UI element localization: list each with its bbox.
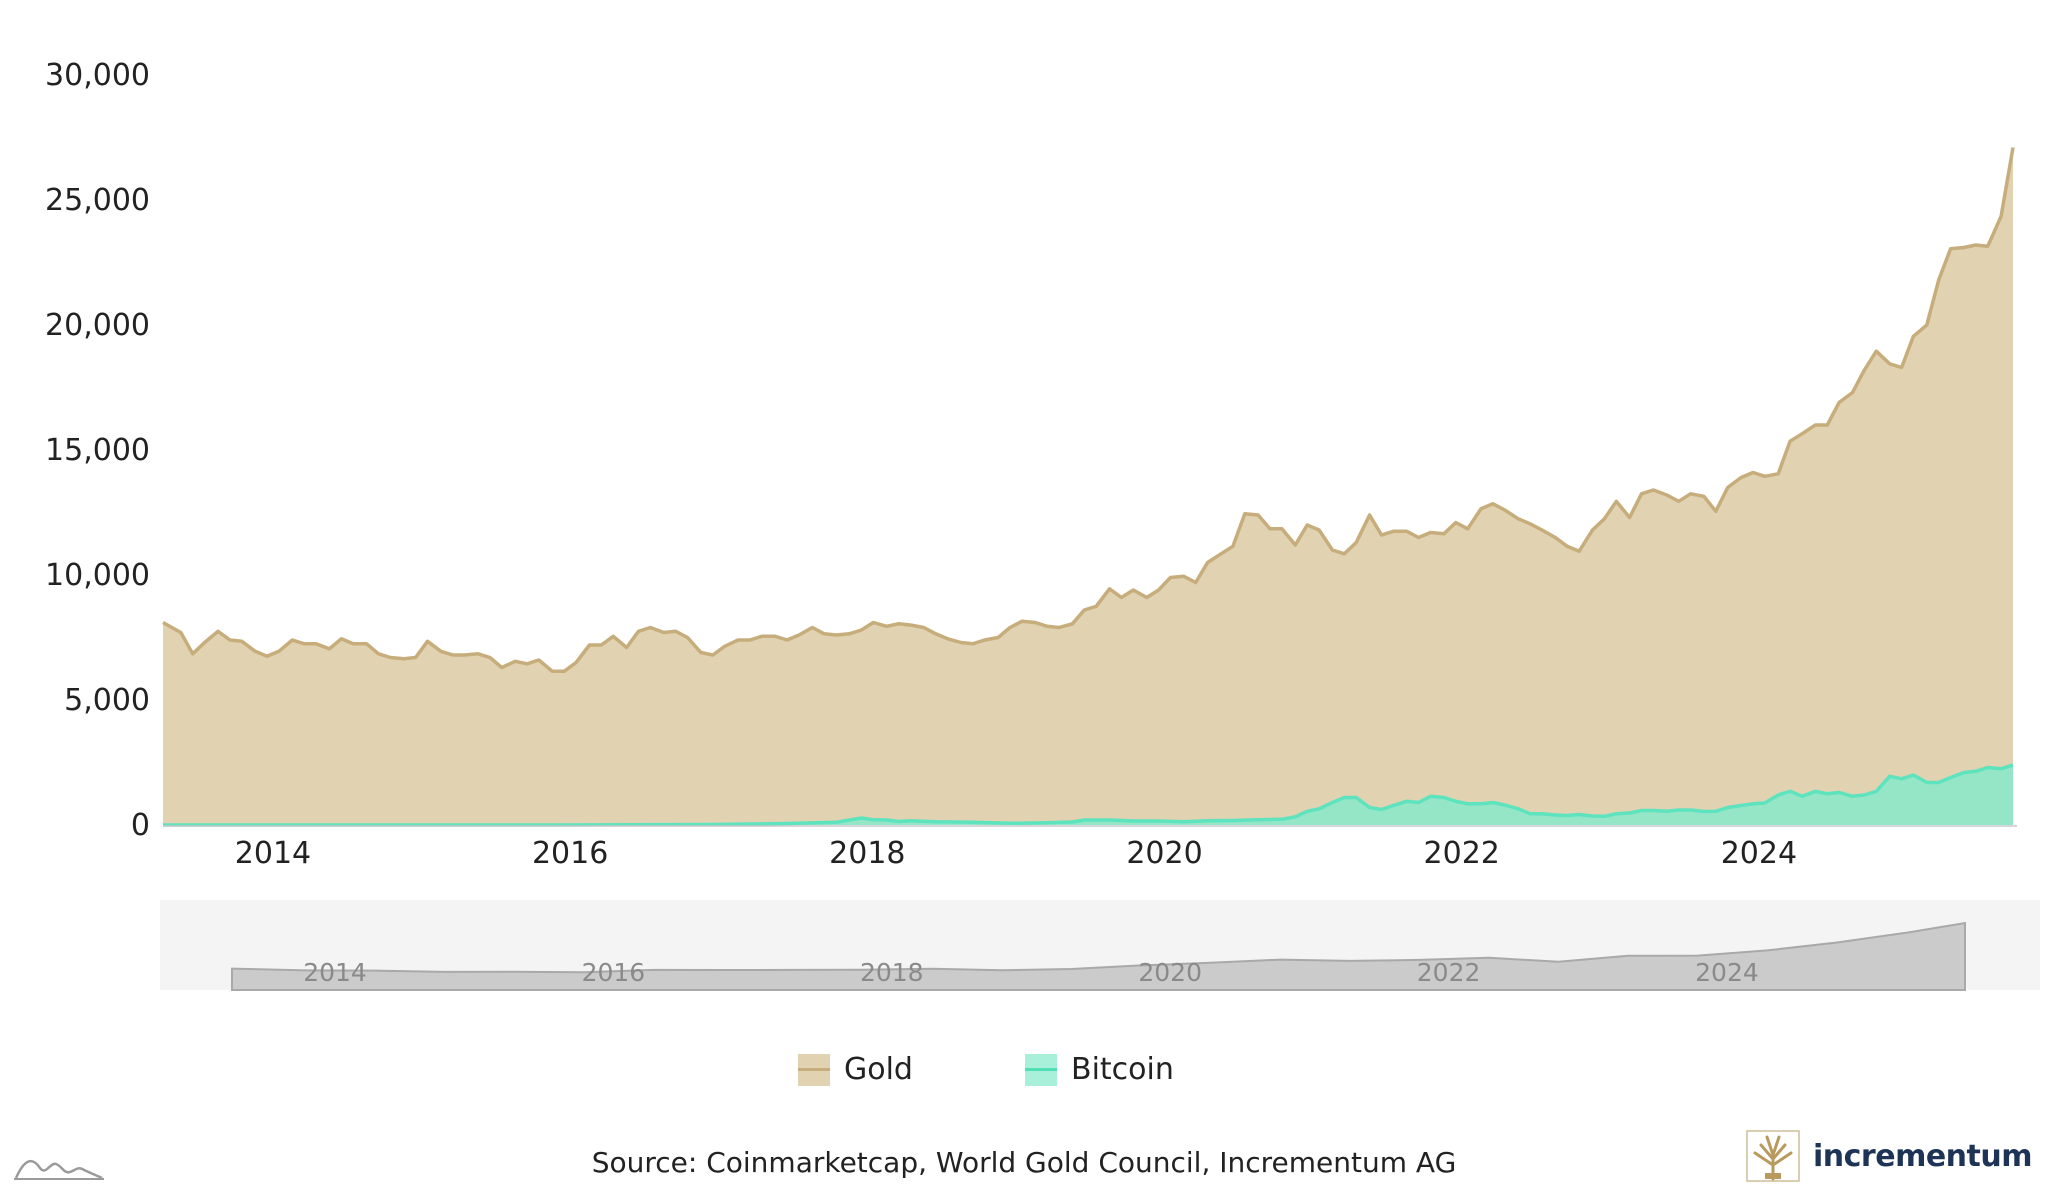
emblem-tree xyxy=(1753,1135,1793,1181)
y-tick-label: 25,000 xyxy=(45,183,150,218)
brand-logo: incrementum xyxy=(1745,1128,2045,1184)
legend-label-gold: Gold xyxy=(844,1052,913,1087)
legend-item-gold[interactable]: Gold xyxy=(798,1052,913,1087)
navigator-tick-label: 2020 xyxy=(1138,958,1202,987)
area-gold xyxy=(163,147,2013,825)
line-gold[interactable] xyxy=(162,147,2015,674)
legend-item-bitcoin[interactable]: Bitcoin xyxy=(1025,1052,1174,1087)
y-tick-label: 20,000 xyxy=(45,308,150,343)
navigator-series xyxy=(231,921,1966,991)
x-axis: 2014 2016 2018 2020 2022 2024 xyxy=(163,825,2017,871)
area-bitcoin xyxy=(163,765,2013,825)
y-axis-labels: 30,000 25,000 20,000 15,000 10,000 5,000 0 xyxy=(45,58,150,843)
emblem-frame xyxy=(1746,1130,1800,1182)
plot-area xyxy=(162,147,2015,827)
y-tick-label: 10,000 xyxy=(45,558,150,593)
x-tick-label: 2014 xyxy=(235,836,311,871)
range-navigator[interactable]: 2014 2016 2018 2020 2022 2024 xyxy=(160,900,2040,991)
x-tick-label: 2020 xyxy=(1126,836,1202,871)
tree-emblem-icon xyxy=(1746,1130,1800,1182)
navigator-tick-label: 2014 xyxy=(303,958,367,987)
legend-swatch-bitcoin xyxy=(1025,1053,1057,1086)
legend-swatch-gold xyxy=(798,1053,830,1086)
navigator-tick-label: 2022 xyxy=(1417,958,1481,987)
line-bitcoin[interactable] xyxy=(163,763,2014,827)
brand-name: incrementum xyxy=(1813,1138,2033,1174)
y-tick-label: 5,000 xyxy=(64,683,150,718)
chart-logo-icon xyxy=(14,1159,104,1180)
source-note: Source: Coinmarketcap, World Gold Counci… xyxy=(591,1146,1457,1179)
y-tick-label: 15,000 xyxy=(45,433,150,468)
x-tick-label: 2016 xyxy=(532,836,608,871)
x-tick-label: 2022 xyxy=(1424,836,1500,871)
navigator-tick-label: 2018 xyxy=(860,958,924,987)
x-tick-label: 2024 xyxy=(1721,836,1797,871)
navigator-tick-label: 2016 xyxy=(582,958,646,987)
navigator-tick-label: 2024 xyxy=(1695,958,1759,987)
emblem-base xyxy=(1765,1173,1781,1179)
y-tick-label: 0 xyxy=(131,808,150,843)
legend: Gold Bitcoin xyxy=(0,1052,2048,1102)
x-tick-label: 2018 xyxy=(829,836,905,871)
legend-label-bitcoin: Bitcoin xyxy=(1071,1052,1174,1087)
y-tick-label: 30,000 xyxy=(45,58,150,93)
chart: 30,000 25,000 20,000 15,000 10,000 5,000 0 201… xyxy=(45,58,2040,991)
